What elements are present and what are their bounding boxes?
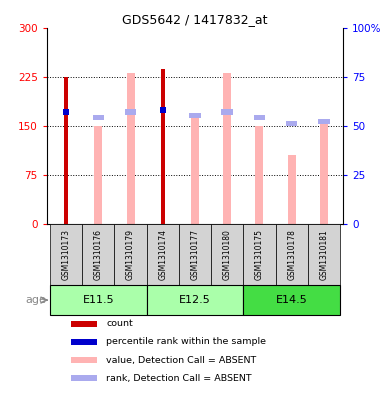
Text: E14.5: E14.5 — [276, 295, 308, 305]
Bar — [71, 321, 97, 327]
Text: GSM1310179: GSM1310179 — [126, 229, 135, 280]
Bar — [318, 119, 330, 124]
Text: count: count — [106, 319, 133, 328]
Bar — [147, 224, 179, 285]
Bar — [191, 114, 199, 224]
Text: percentile rank within the sample: percentile rank within the sample — [106, 337, 266, 346]
Bar — [147, 285, 243, 315]
Bar — [71, 375, 97, 381]
Text: GSM1310177: GSM1310177 — [190, 229, 200, 280]
Bar — [71, 339, 97, 345]
Bar — [71, 357, 97, 363]
Text: value, Detection Call = ABSENT: value, Detection Call = ABSENT — [106, 356, 256, 365]
Bar — [308, 224, 340, 285]
Text: age: age — [25, 295, 46, 305]
Text: GSM1310178: GSM1310178 — [287, 229, 296, 280]
Text: GSM1310181: GSM1310181 — [319, 229, 328, 280]
Text: E12.5: E12.5 — [179, 295, 211, 305]
Text: GSM1310176: GSM1310176 — [94, 229, 103, 280]
Bar — [126, 73, 135, 224]
Bar — [179, 224, 211, 285]
Bar — [50, 285, 147, 315]
Bar — [64, 77, 68, 224]
Bar — [189, 113, 201, 118]
Bar — [161, 69, 165, 224]
Text: GSM1310175: GSM1310175 — [255, 229, 264, 280]
Bar — [288, 155, 296, 224]
Bar — [211, 224, 243, 285]
Text: GSM1310173: GSM1310173 — [62, 229, 71, 280]
Bar — [255, 126, 264, 224]
Bar — [94, 126, 102, 224]
Bar — [222, 109, 233, 114]
Bar — [50, 224, 82, 285]
Bar — [92, 115, 104, 120]
Text: GSM1310180: GSM1310180 — [223, 229, 232, 280]
Bar — [243, 224, 276, 285]
Title: GDS5642 / 1417832_at: GDS5642 / 1417832_at — [122, 13, 268, 26]
Text: E11.5: E11.5 — [83, 295, 114, 305]
Bar — [276, 224, 308, 285]
Bar — [254, 115, 265, 120]
Bar — [125, 109, 136, 114]
Bar — [286, 121, 298, 126]
Bar — [160, 107, 166, 112]
Text: GSM1310174: GSM1310174 — [158, 229, 167, 280]
Text: rank, Detection Call = ABSENT: rank, Detection Call = ABSENT — [106, 374, 252, 383]
Bar — [223, 73, 231, 224]
Bar — [114, 224, 147, 285]
Bar — [320, 124, 328, 224]
Bar — [243, 285, 340, 315]
Bar — [63, 109, 69, 114]
Bar — [82, 224, 114, 285]
